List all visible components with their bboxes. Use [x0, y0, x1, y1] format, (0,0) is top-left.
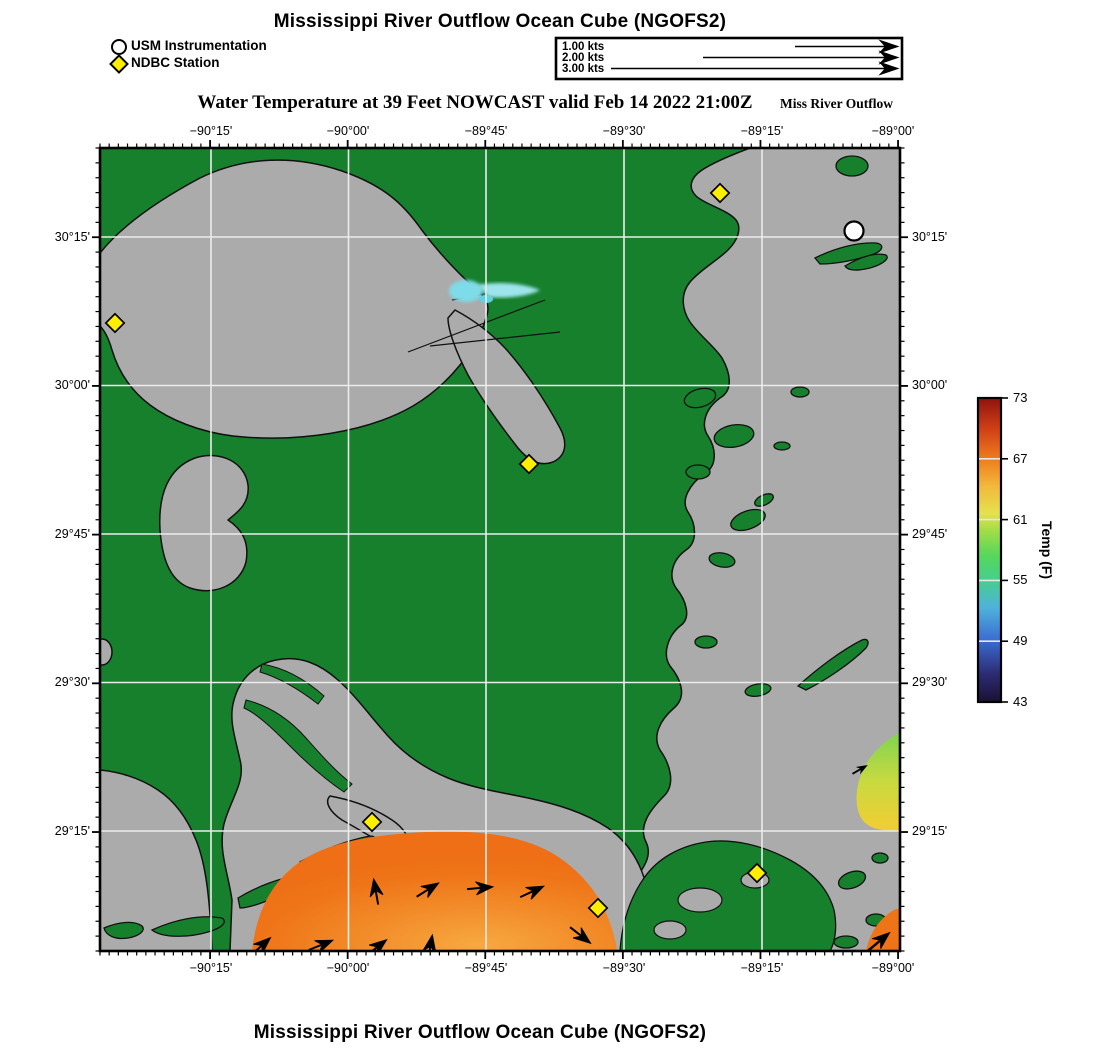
- colorbar-tick-label: 43: [1013, 694, 1028, 709]
- ndbc-station-marker: [746, 862, 768, 884]
- velocity-label-1kt: 1.00 kts: [562, 41, 605, 53]
- ndbc-station-marker: [104, 312, 126, 334]
- plot-subtitle: Water Temperature at 39 Feet NOWCAST val…: [197, 92, 753, 113]
- y-tick-label: 29°30': [54, 675, 90, 689]
- colorbar-tick-label: 49: [1013, 633, 1028, 648]
- x-tick-label: −89°00': [871, 961, 915, 975]
- x-tick-label: −90°00': [326, 961, 370, 975]
- colorbar-title: Temp (F): [1039, 520, 1056, 580]
- ndbc-station-marker: [518, 453, 540, 475]
- y-tick-label: 29°45': [54, 527, 90, 541]
- velocity-label-3kt: 3.00 kts: [562, 63, 605, 75]
- x-tick-label: −89°15': [740, 961, 784, 975]
- x-tick-label: −89°45': [464, 124, 508, 138]
- colorbar: [976, 396, 1008, 704]
- colorbar-tick-label: 67: [1013, 451, 1028, 466]
- warm-plume: [252, 831, 617, 951]
- graticule: [100, 148, 900, 951]
- footer-title: Mississippi River Outflow Ocean Cube (NG…: [253, 1022, 707, 1043]
- colorbar-tick-label: 73: [1013, 390, 1028, 405]
- x-tick-label: −89°15': [740, 124, 784, 138]
- usm-legend-label: USM Instrumentation: [131, 38, 267, 53]
- usm-instrumentation-marker: [843, 220, 865, 242]
- x-tick-label: −89°30': [602, 961, 646, 975]
- region-label: Miss River Outflow: [780, 96, 893, 111]
- ndbc-station-marker: [361, 811, 383, 833]
- current-arrow: [369, 877, 384, 905]
- river-plume: [449, 280, 540, 303]
- x-tick-label: −89°00': [871, 124, 915, 138]
- x-tick-label: −89°45': [464, 961, 508, 975]
- y-tick-label: 30°00': [54, 378, 90, 392]
- map-area: [100, 148, 900, 951]
- velocity-arrow-3kt: [878, 61, 900, 76]
- x-tick-label: −90°15': [189, 961, 233, 975]
- warm-plume-corner: [866, 908, 900, 951]
- y-tick-label: 29°15': [54, 824, 90, 838]
- velocity-scale-box: [554, 36, 904, 81]
- ndbc-legend-label: NDBC Station: [131, 55, 220, 70]
- page-title: Mississippi River Outflow Ocean Cube (NG…: [273, 11, 727, 32]
- warm-patch-east: [856, 732, 900, 831]
- velocity-arrow-1kt: [878, 39, 900, 54]
- y-tick-label: 30°15': [54, 230, 90, 244]
- colorbar-gradient: [976, 396, 1003, 704]
- y-tick-label: 30°15': [912, 230, 948, 244]
- ndbc-station-marker: [709, 182, 731, 204]
- x-tick-label: −90°15': [189, 124, 233, 138]
- velocity-arrow-2kt: [878, 50, 900, 65]
- velocity-label-2kt: 2.00 kts: [562, 52, 605, 64]
- y-tick-label: 29°15': [912, 824, 948, 838]
- colorbar-tick-label: 61: [1013, 512, 1028, 527]
- y-tick-label: 29°30': [912, 675, 948, 689]
- usm-marker-icon: [111, 39, 127, 55]
- land-island-west: [159, 454, 249, 592]
- colorbar-tick-label: 55: [1013, 572, 1028, 587]
- ndbc-station-marker: [587, 897, 609, 919]
- land-southwest: [100, 769, 213, 951]
- y-tick-label: 30°00': [912, 378, 948, 392]
- x-tick-label: −90°00': [326, 124, 370, 138]
- axis-ticks: [92, 140, 908, 959]
- stations: [104, 182, 865, 919]
- land-peninsula: [447, 309, 566, 465]
- x-tick-label: −89°30': [602, 124, 646, 138]
- y-tick-label: 29°45': [912, 527, 948, 541]
